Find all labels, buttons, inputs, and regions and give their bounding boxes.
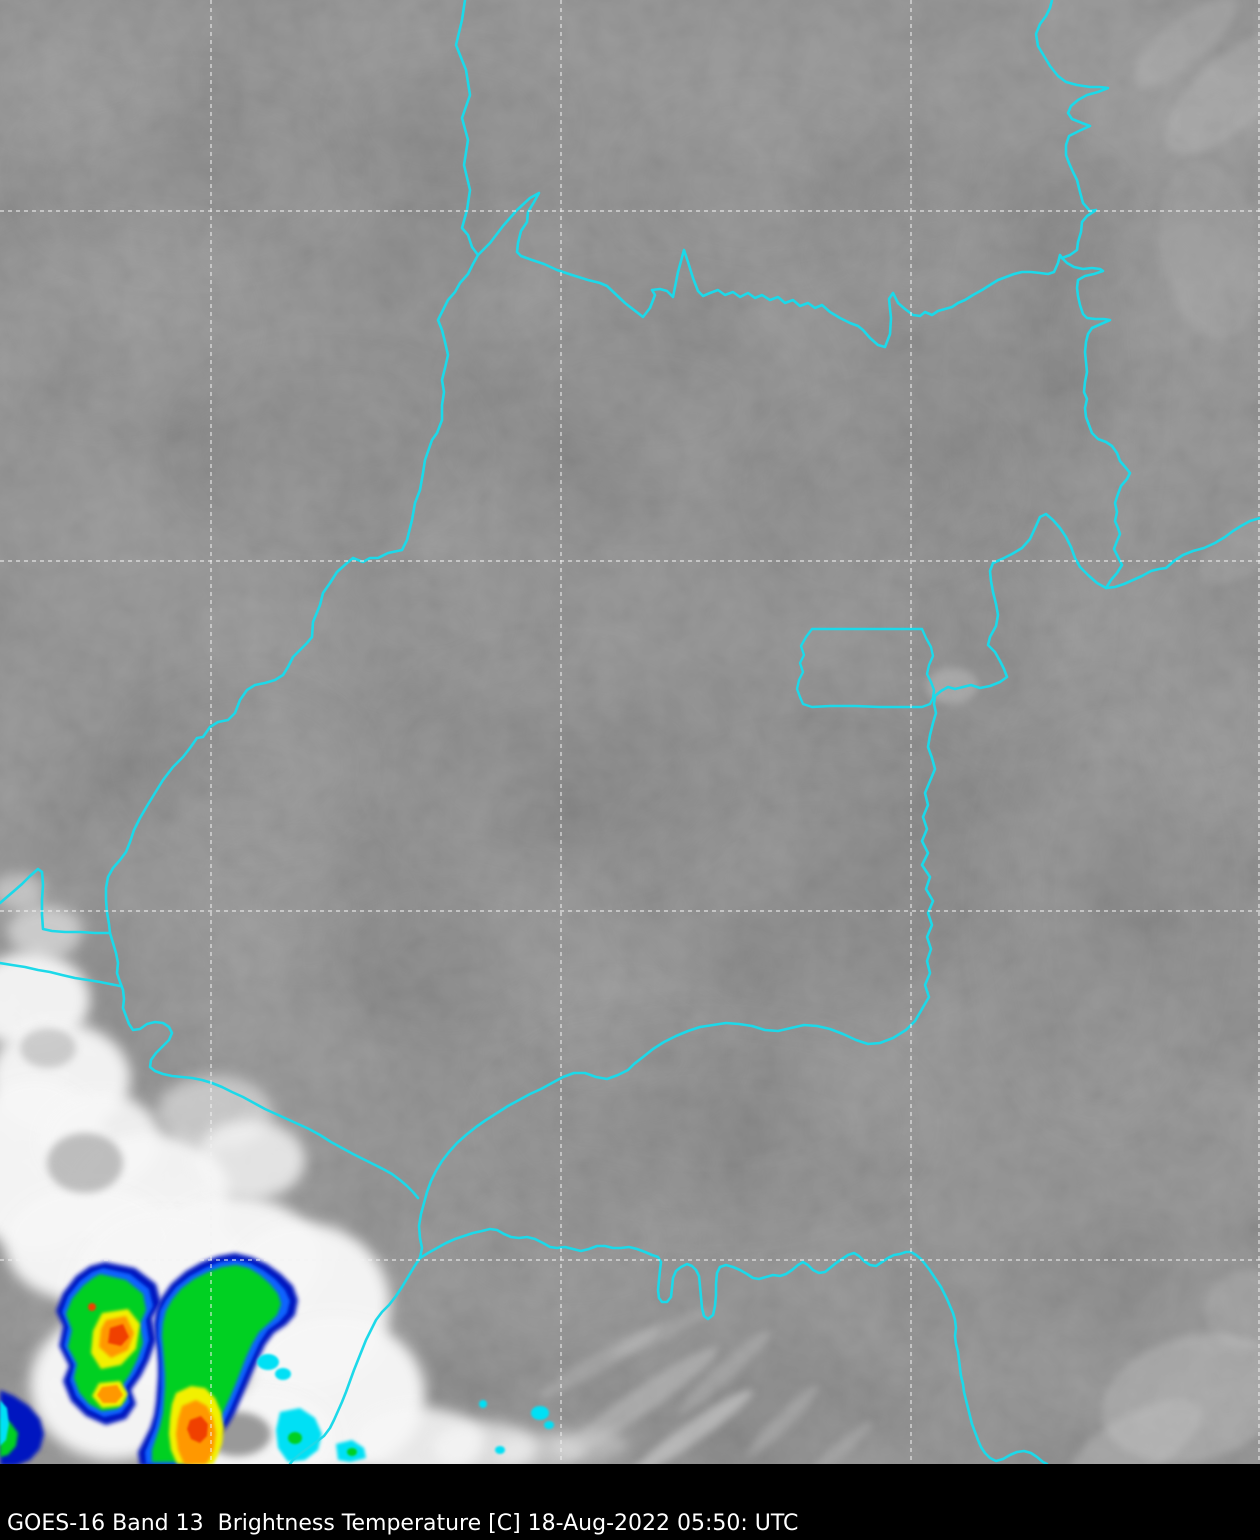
cirrus-streak <box>678 1329 772 1415</box>
state-boundary-southwest-line <box>288 1256 422 1464</box>
state-boundary-east-border-main <box>1060 256 1132 590</box>
cyan-speck-d <box>544 1421 554 1429</box>
cirrus-streak <box>1198 504 1260 586</box>
red-speck <box>88 1303 96 1311</box>
texture-layer <box>0 0 1260 1464</box>
state-boundary-southeast-state-border <box>417 512 1108 1260</box>
cloud-layer <box>0 0 1260 1464</box>
state-boundary-west-edge-spur-upper <box>0 867 112 935</box>
green-speck-a <box>288 1432 302 1444</box>
green-speck-b <box>347 1448 357 1456</box>
cirrus-streak <box>1158 160 1260 340</box>
white-cloud-blob <box>195 1120 305 1200</box>
state-boundary-west-border-river <box>104 253 480 1200</box>
cirrus-streak <box>561 1346 719 1458</box>
cyan-speck-e <box>479 1400 487 1408</box>
white-cloud-blob <box>0 874 44 910</box>
distrito-federal-outline <box>795 627 936 709</box>
white-cloud-blob <box>7 906 83 958</box>
satellite-image <box>0 0 1260 1464</box>
storm-right-red <box>187 1416 208 1443</box>
storm-left-red-a <box>108 1324 129 1346</box>
state-boundary-north-state-border <box>519 248 1064 349</box>
cirrus-streak <box>1205 1270 1260 1350</box>
state-boundary-araguaia-river-north <box>454 0 480 257</box>
cloud-gap-gray <box>47 1133 123 1193</box>
state-boundary-south-river-line <box>418 1227 1049 1464</box>
cyan-speck-f <box>495 1446 505 1454</box>
cirrus-streak <box>1164 29 1260 155</box>
storm-left-orange-b <box>97 1385 123 1403</box>
cold-patch-cyan-edge <box>0 1400 9 1446</box>
storm-layer <box>0 1253 554 1464</box>
state-boundary-river-hook <box>476 191 541 258</box>
gridline-layer <box>0 0 1260 1464</box>
cyan-speck-c <box>531 1406 549 1420</box>
cyan-speck-a <box>257 1354 279 1370</box>
state-boundary-minas-line-east <box>1104 516 1260 590</box>
cloud-gap-gray <box>20 1028 76 1068</box>
cirrus-streak <box>1068 1399 1202 1464</box>
state-boundary-east-border-north <box>1034 0 1110 260</box>
cirrus-streak <box>1133 0 1237 88</box>
cirrus-streak <box>633 1389 753 1464</box>
cirrus-streak <box>926 668 978 704</box>
boundary-layer <box>0 0 1260 1464</box>
caption-text: GOES-16 Band 13 Brightness Temperature [… <box>7 1511 799 1536</box>
cirrus-streak <box>811 1421 873 1464</box>
caption-bar: GOES-16 Band 13 Brightness Temperature [… <box>0 1464 1260 1540</box>
state-boundary-west-edge-spur-lower <box>0 961 122 988</box>
cyan-speck-b <box>275 1368 291 1380</box>
cirrus-streak <box>614 1308 710 1356</box>
cirrus-streak <box>744 1384 820 1460</box>
satellite-imagery-svg <box>0 0 1260 1464</box>
